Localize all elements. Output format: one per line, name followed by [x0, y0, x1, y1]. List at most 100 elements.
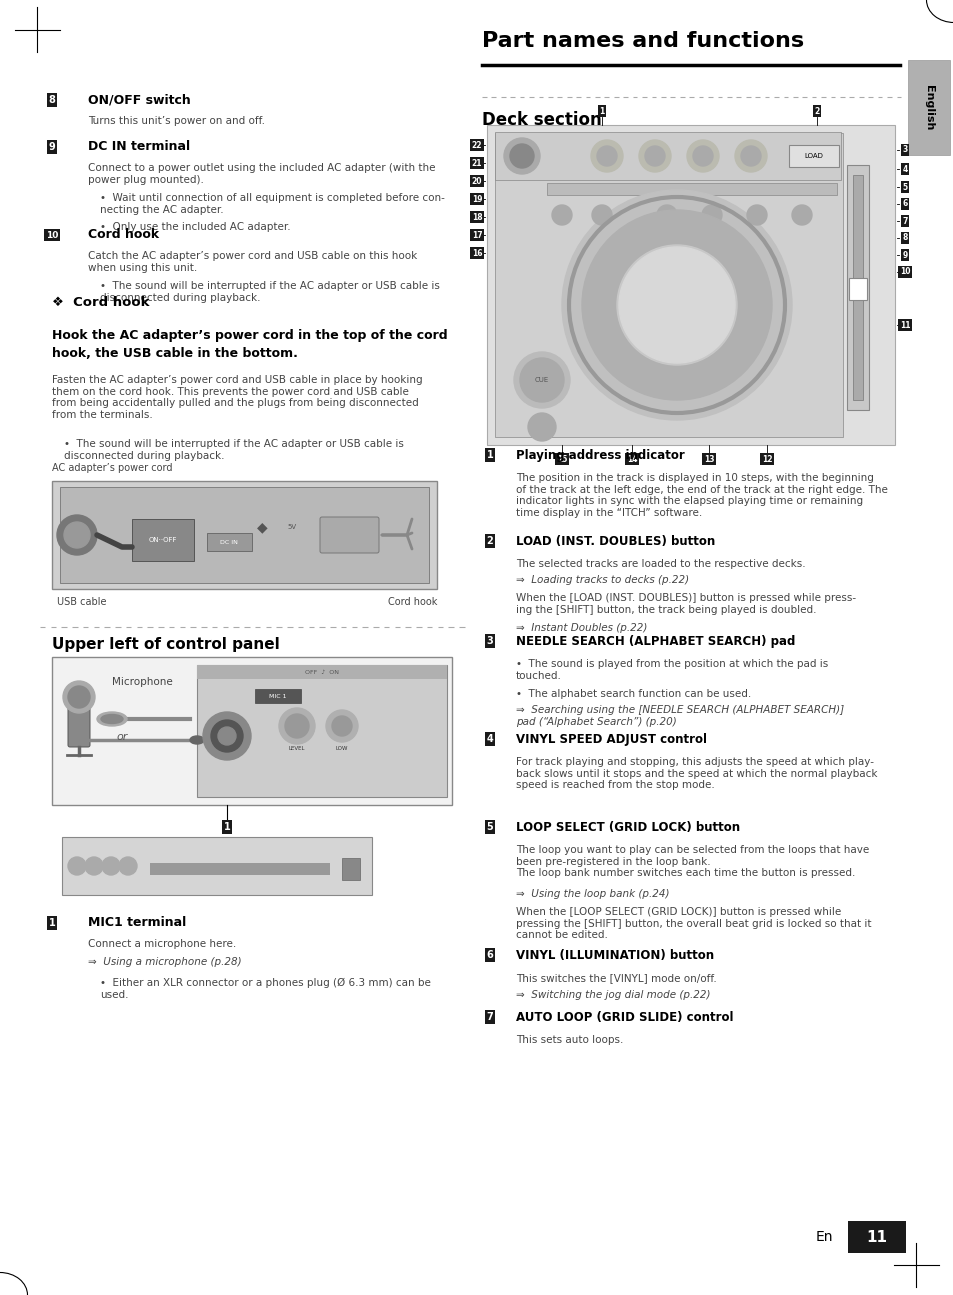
Circle shape: [510, 144, 534, 168]
Text: When the [LOOP SELECT (GRID LOCK)] button is pressed while
pressing the [SHIFT] : When the [LOOP SELECT (GRID LOCK)] butto…: [516, 906, 871, 940]
FancyBboxPatch shape: [486, 126, 894, 445]
Text: This switches the [VINYL] mode on/off.: This switches the [VINYL] mode on/off.: [516, 973, 716, 983]
Ellipse shape: [190, 736, 204, 745]
Circle shape: [63, 681, 95, 714]
Text: USB cable: USB cable: [57, 597, 107, 607]
Text: 17: 17: [471, 231, 482, 240]
Text: En: En: [815, 1230, 832, 1244]
Text: 6: 6: [902, 199, 906, 208]
Text: 6: 6: [486, 951, 493, 960]
Circle shape: [332, 716, 352, 736]
FancyBboxPatch shape: [52, 480, 436, 589]
Text: This sets auto loops.: This sets auto loops.: [516, 1035, 622, 1045]
Circle shape: [644, 146, 664, 166]
Text: •  Wait until connection of all equipment is completed before con-
necting the A: • Wait until connection of all equipment…: [100, 193, 444, 215]
Text: •  The sound will be interrupted if the AC adapter or USB cable is
disconnected : • The sound will be interrupted if the A…: [100, 281, 439, 303]
FancyBboxPatch shape: [196, 666, 447, 796]
Text: When the [LOAD (INST. DOUBLES)] button is pressed while press-
ing the [SHIFT] b: When the [LOAD (INST. DOUBLES)] button i…: [516, 593, 855, 615]
Circle shape: [592, 205, 612, 225]
Circle shape: [581, 210, 771, 400]
Text: or: or: [116, 732, 128, 742]
FancyBboxPatch shape: [207, 534, 252, 550]
Text: VINYL SPEED ADJUST control: VINYL SPEED ADJUST control: [516, 733, 706, 746]
Text: Hook the AC adapter’s power cord in the top of the cord: Hook the AC adapter’s power cord in the …: [52, 329, 447, 342]
Text: 1: 1: [223, 822, 230, 831]
Text: 12: 12: [760, 455, 771, 464]
Text: ⇒  Loading tracks to decks (p.22): ⇒ Loading tracks to decks (p.22): [516, 575, 688, 585]
FancyBboxPatch shape: [495, 132, 841, 180]
Circle shape: [68, 857, 86, 875]
Ellipse shape: [101, 715, 123, 724]
Text: Fasten the AC adapter’s power cord and USB cable in place by hooking
them on the: Fasten the AC adapter’s power cord and U…: [52, 376, 422, 420]
FancyBboxPatch shape: [848, 278, 866, 300]
Circle shape: [597, 146, 617, 166]
Text: 9: 9: [49, 142, 55, 152]
Circle shape: [102, 857, 120, 875]
Circle shape: [514, 352, 569, 408]
Text: DC IN terminal: DC IN terminal: [88, 140, 190, 154]
Text: 11: 11: [865, 1229, 886, 1244]
Text: OFF  ♪  ON: OFF ♪ ON: [305, 670, 338, 675]
FancyBboxPatch shape: [907, 60, 949, 155]
Circle shape: [740, 146, 760, 166]
Text: ON··OFF: ON··OFF: [149, 537, 177, 543]
Text: LOW: LOW: [335, 746, 348, 751]
Circle shape: [68, 686, 90, 708]
Circle shape: [746, 205, 766, 225]
FancyBboxPatch shape: [62, 837, 372, 895]
Circle shape: [218, 726, 235, 745]
Text: 10: 10: [46, 231, 58, 240]
Text: ⇒  Searching using the [NEEDLE SEARCH (ALPHABET SEARCH)]
pad (“Alphabet Search”): ⇒ Searching using the [NEEDLE SEARCH (AL…: [516, 704, 843, 726]
Text: AC adapter’s power cord: AC adapter’s power cord: [52, 464, 172, 473]
Circle shape: [527, 413, 556, 442]
Circle shape: [734, 140, 766, 172]
Text: Turns this unit’s power on and off.: Turns this unit’s power on and off.: [88, 117, 265, 126]
Circle shape: [618, 247, 734, 363]
Text: 5V: 5V: [287, 524, 295, 530]
FancyBboxPatch shape: [846, 164, 868, 411]
Circle shape: [701, 205, 721, 225]
Text: •  The sound will be interrupted if the AC adapter or USB cable is
disconnected : • The sound will be interrupted if the A…: [64, 439, 403, 461]
Text: 1: 1: [486, 449, 493, 460]
Text: ◆: ◆: [256, 521, 267, 534]
Text: LEVEL: LEVEL: [289, 746, 305, 751]
Text: 10: 10: [899, 268, 909, 277]
FancyBboxPatch shape: [68, 698, 90, 747]
Circle shape: [686, 140, 719, 172]
Text: 19: 19: [471, 194, 482, 203]
Text: 4: 4: [486, 734, 493, 745]
Circle shape: [85, 857, 103, 875]
Text: 7: 7: [486, 1011, 493, 1022]
Text: 16: 16: [471, 249, 482, 258]
Text: Upper left of control panel: Upper left of control panel: [52, 637, 279, 653]
Text: LOAD (INST. DOUBLES) button: LOAD (INST. DOUBLES) button: [516, 535, 715, 548]
Text: •  Only use the included AC adapter.: • Only use the included AC adapter.: [100, 221, 291, 232]
FancyBboxPatch shape: [847, 1221, 905, 1254]
FancyBboxPatch shape: [52, 657, 452, 805]
Circle shape: [503, 139, 539, 174]
Circle shape: [791, 205, 811, 225]
Text: 7: 7: [902, 216, 906, 225]
Text: Cord hook: Cord hook: [387, 597, 436, 607]
Text: 1: 1: [598, 106, 604, 115]
Text: English: English: [923, 85, 933, 131]
FancyBboxPatch shape: [319, 517, 378, 553]
Text: 5: 5: [902, 183, 906, 192]
Circle shape: [657, 205, 677, 225]
FancyBboxPatch shape: [341, 859, 359, 881]
FancyBboxPatch shape: [852, 175, 862, 400]
Text: 2: 2: [486, 536, 493, 546]
Text: LOAD: LOAD: [803, 153, 822, 159]
FancyBboxPatch shape: [132, 519, 193, 561]
FancyBboxPatch shape: [546, 183, 836, 196]
Circle shape: [552, 205, 572, 225]
Circle shape: [285, 714, 309, 738]
Circle shape: [57, 515, 97, 556]
Circle shape: [203, 712, 251, 760]
Circle shape: [617, 245, 737, 365]
FancyBboxPatch shape: [60, 487, 429, 583]
Text: CUE: CUE: [535, 377, 549, 383]
Text: 21: 21: [471, 158, 482, 167]
Text: ❖  Cord hook: ❖ Cord hook: [52, 295, 150, 308]
Circle shape: [639, 140, 670, 172]
